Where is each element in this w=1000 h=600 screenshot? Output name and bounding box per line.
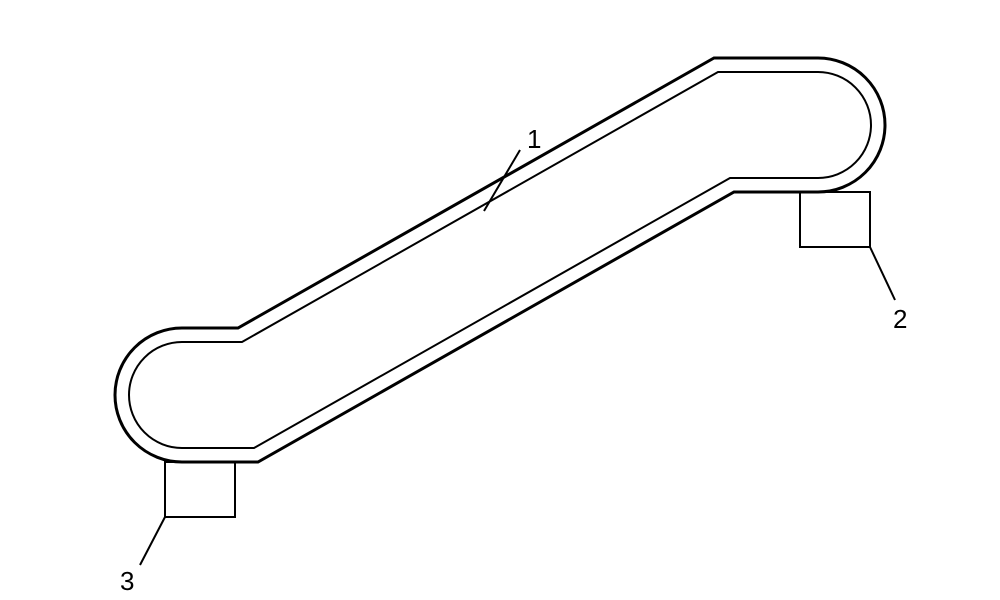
left-box (165, 462, 235, 517)
leader-2 (870, 247, 895, 300)
leader-3 (140, 517, 165, 565)
belt-inner (129, 72, 871, 448)
right-box (800, 192, 870, 247)
label-3: 3 (120, 566, 134, 596)
leader-1 (484, 150, 520, 211)
label-2: 2 (893, 304, 907, 334)
belt-outer (115, 58, 885, 462)
label-1: 1 (527, 124, 541, 154)
